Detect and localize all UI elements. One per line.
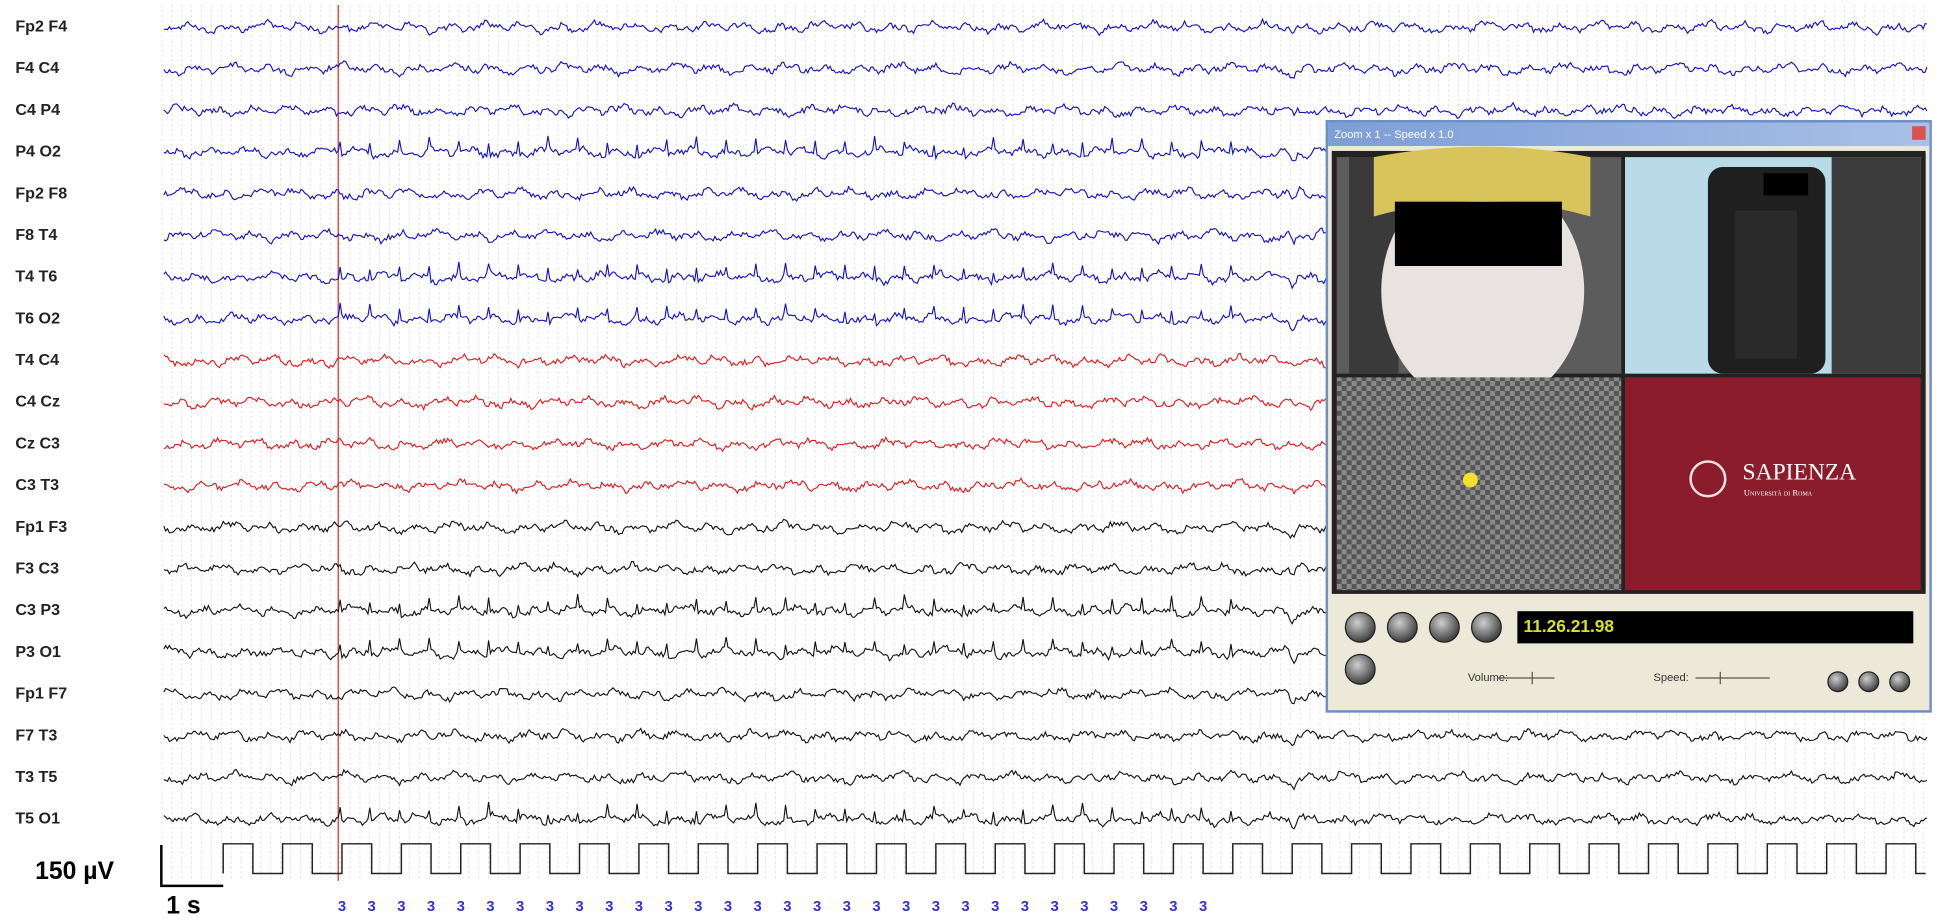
stim-marker: 3 bbox=[664, 899, 672, 915]
channel-label: C4 P4 bbox=[15, 101, 60, 119]
stim-marker: 3 bbox=[397, 899, 405, 915]
stim-marker: 3 bbox=[338, 899, 346, 915]
time-readout: 11.26.21.98 bbox=[1524, 616, 1615, 636]
stim-marker: 3 bbox=[932, 899, 940, 915]
close-button[interactable] bbox=[1912, 126, 1926, 140]
stim-marker: 3 bbox=[1199, 899, 1207, 915]
fixation-dot bbox=[1462, 472, 1478, 488]
room-wall bbox=[1831, 157, 1921, 374]
stim-marker: 3 bbox=[724, 899, 732, 915]
title-bar bbox=[1328, 122, 1930, 146]
stim-marker: 3 bbox=[843, 899, 851, 915]
channel-label: Cz C3 bbox=[15, 434, 60, 452]
stim-marker: 3 bbox=[783, 899, 791, 915]
channel-label: C3 T3 bbox=[15, 476, 59, 494]
stim-marker: 3 bbox=[991, 899, 999, 915]
stim-marker: 3 bbox=[516, 899, 524, 915]
channel-label: T6 O2 bbox=[15, 309, 60, 327]
stim-marker: 3 bbox=[575, 899, 583, 915]
volume-slider[interactable] bbox=[1497, 671, 1555, 685]
logo-seal bbox=[1689, 460, 1727, 498]
eeg-trace bbox=[163, 801, 1928, 830]
eeg-trace bbox=[163, 727, 1928, 747]
stim-marker: 3 bbox=[1169, 899, 1177, 915]
playback-button[interactable] bbox=[1386, 611, 1418, 643]
playback-controls bbox=[1344, 611, 1911, 693]
channel-label: T5 O1 bbox=[15, 810, 60, 828]
channel-label: C3 P3 bbox=[15, 601, 60, 619]
eeg-trace bbox=[163, 101, 1928, 119]
stim-marker: 3 bbox=[1051, 899, 1059, 915]
window-button[interactable] bbox=[1858, 671, 1880, 693]
stim-marker: 3 bbox=[546, 899, 554, 915]
stimulus-screen bbox=[1336, 377, 1622, 591]
stim-marker: 3 bbox=[813, 899, 821, 915]
stim-marker: 3 bbox=[1140, 899, 1148, 915]
channel-label: C4 Cz bbox=[15, 393, 60, 411]
stim-marker: 3 bbox=[694, 899, 702, 915]
stim-marker: 3 bbox=[961, 899, 969, 915]
speed-slider[interactable] bbox=[1695, 671, 1770, 685]
channel-label: Fp1 F7 bbox=[15, 685, 67, 703]
stim-marker: 3 bbox=[1080, 899, 1088, 915]
time-display bbox=[1517, 611, 1914, 644]
logo-panel bbox=[1625, 377, 1921, 591]
person bbox=[1735, 210, 1797, 359]
stim-marker: 3 bbox=[872, 899, 880, 915]
stim-marker: 3 bbox=[486, 899, 494, 915]
playback-button[interactable] bbox=[1470, 611, 1502, 643]
stim-marker: 3 bbox=[605, 899, 613, 915]
privacy-mask bbox=[1394, 201, 1562, 267]
privacy-mask bbox=[1763, 173, 1809, 196]
channel-label: Fp1 F3 bbox=[15, 518, 67, 536]
channel-label: P3 O1 bbox=[15, 643, 61, 661]
eeg-trace bbox=[163, 17, 1928, 37]
calibration-bar bbox=[160, 845, 224, 888]
channel-label: Fp2 F8 bbox=[15, 184, 67, 202]
video-window: Zoom x 1 -- Speed x 1.0 SAPIENZA Univers… bbox=[1325, 120, 1932, 713]
logo-name: SAPIENZA bbox=[1743, 459, 1857, 485]
stim-marker: 3 bbox=[1110, 899, 1118, 915]
stimulus-square-wave bbox=[222, 843, 1926, 875]
eeg-trace bbox=[163, 60, 1928, 79]
volume-label: Volume: bbox=[1468, 672, 1508, 684]
playback-button[interactable] bbox=[1428, 611, 1460, 643]
channel-label: Fp2 F4 bbox=[15, 17, 67, 35]
channel-label: P4 O2 bbox=[15, 143, 61, 161]
channel-labels: Fp2 F4 F4 C4 C4 P4 P4 O2 Fp2 F8 F8 T4 T4 T6 T6 … bbox=[15, 17, 67, 827]
window-title: Zoom x 1 -- Speed x 1.0 bbox=[1334, 129, 1453, 141]
channel-label: F8 T4 bbox=[15, 226, 57, 244]
eeg-cap bbox=[1373, 146, 1591, 217]
logo-subtitle: Università di Roma bbox=[1744, 488, 1813, 498]
stim-marker: 3 bbox=[635, 899, 643, 915]
calibration-time: 1 s bbox=[166, 892, 200, 919]
window-button[interactable] bbox=[1889, 671, 1911, 693]
channel-label: F4 C4 bbox=[15, 59, 59, 77]
stim-marker: 3 bbox=[457, 899, 465, 915]
play-button[interactable] bbox=[1344, 653, 1376, 685]
channel-label: F3 C3 bbox=[15, 560, 59, 578]
channel-label: F7 T3 bbox=[15, 726, 57, 744]
stim-markers: 3 3 3 3 3 3 3 3 3 3 3 3 3 3 3 3 3 3 3 3 3 3 3 3 3 3 3 3 3 3 bbox=[338, 899, 1207, 915]
channel-label: T4 C4 bbox=[15, 351, 59, 369]
playback-button[interactable] bbox=[1344, 611, 1376, 643]
channel-label: T3 T5 bbox=[15, 768, 57, 786]
calibration-amplitude: 150 µV bbox=[35, 858, 114, 885]
stim-marker: 3 bbox=[754, 899, 762, 915]
speed-label: Speed: bbox=[1653, 672, 1688, 684]
channel-label: T4 T6 bbox=[15, 268, 57, 286]
eeg-trace bbox=[163, 768, 1928, 791]
stim-marker: 3 bbox=[368, 899, 376, 915]
stim-marker: 3 bbox=[1021, 899, 1029, 915]
stim-marker: 3 bbox=[427, 899, 435, 915]
window-button[interactable] bbox=[1827, 671, 1849, 693]
stim-marker: 3 bbox=[902, 899, 910, 915]
